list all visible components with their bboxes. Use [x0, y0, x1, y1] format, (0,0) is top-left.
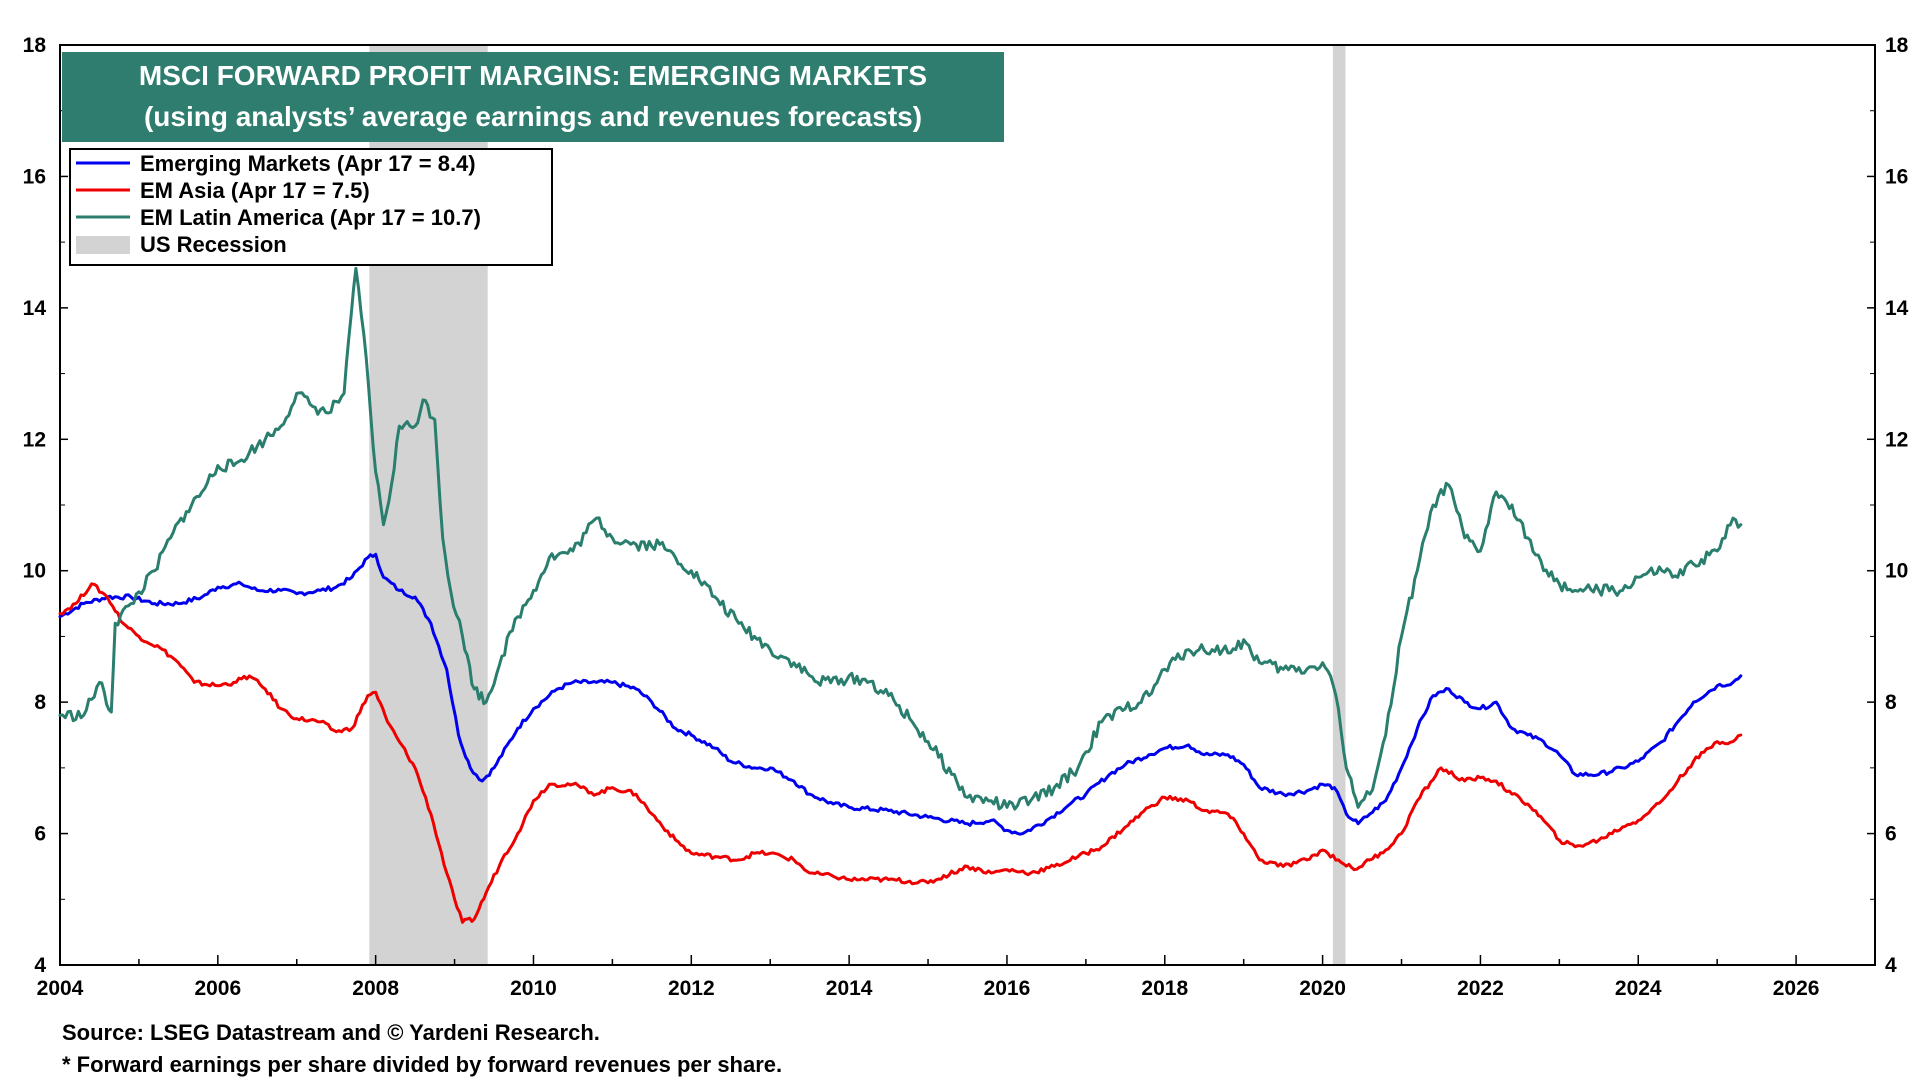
chart-title: MSCI FORWARD PROFIT MARGINS: EMERGING MA… [139, 60, 927, 91]
x-tick-label: 2010 [510, 977, 557, 1000]
y-tick-label-left: 8 [34, 691, 46, 714]
series-line-em-latin-america [58, 266, 1743, 811]
y-tick-label-right: 18 [1885, 34, 1909, 57]
legend: Emerging Markets (Apr 17 = 8.4) EM Asia … [69, 148, 553, 266]
legend-label-us-recession: US Recession [140, 232, 287, 257]
x-tick-label: 2022 [1457, 977, 1504, 1000]
y-tick-label-right: 12 [1885, 428, 1908, 451]
legend-label-em-asia: EM Asia (Apr 17 = 7.5) [140, 178, 370, 203]
x-tick-label: 2018 [1141, 977, 1188, 1000]
x-tick-label: 2006 [194, 977, 241, 1000]
y-tick-label-right: 16 [1885, 165, 1908, 188]
y-tick-label-right: 10 [1885, 560, 1908, 583]
y-tick-label-left: 4 [34, 954, 46, 977]
x-tick-label: 2008 [352, 977, 399, 1000]
axis-ticks: 4 4 6 6 8 8 10 10 12 12 14 14 16 16 18 18 2004 2006 2008 20… [23, 34, 1909, 1000]
y-tick-label-left: 16 [23, 165, 46, 188]
y-tick-label-left: 14 [23, 297, 47, 320]
x-tick-label: 2020 [1299, 977, 1346, 1000]
series-line-emerging-markets [58, 552, 1743, 836]
y-tick-label-right: 4 [1885, 954, 1897, 977]
recession-band [1332, 45, 1346, 965]
chart-subtitle: (using analysts’ average earnings and re… [144, 101, 922, 132]
y-tick-label-right: 8 [1885, 691, 1897, 714]
x-tick-label: 2016 [984, 977, 1031, 1000]
y-tick-label-left: 18 [23, 34, 47, 57]
source-note: Source: LSEG Datastream and © Yardeni Re… [62, 1020, 600, 1045]
x-tick-label: 2026 [1773, 977, 1820, 1000]
chart-title-box: MSCI FORWARD PROFIT MARGINS: EMERGING MA… [62, 52, 1004, 142]
y-tick-label-left: 12 [23, 428, 46, 451]
x-tick-label: 2012 [668, 977, 715, 1000]
method-note: * Forward earnings per share divided by … [62, 1052, 783, 1077]
x-tick-label: 2024 [1615, 977, 1662, 1000]
x-tick-label: 2014 [826, 977, 873, 1000]
y-tick-label-right: 6 [1885, 823, 1897, 846]
y-tick-label-right: 14 [1885, 297, 1909, 320]
series-line-em-asia [58, 582, 1743, 924]
x-tick-label: 2004 [37, 977, 84, 1000]
y-tick-label-left: 10 [23, 560, 46, 583]
series-lines [58, 266, 1743, 924]
legend-swatch-us-recession [76, 236, 130, 254]
legend-label-emerging-markets: Emerging Markets (Apr 17 = 8.4) [140, 151, 476, 176]
legend-label-em-latin-america: EM Latin America (Apr 17 = 10.7) [140, 205, 481, 230]
y-tick-label-left: 6 [34, 823, 46, 846]
